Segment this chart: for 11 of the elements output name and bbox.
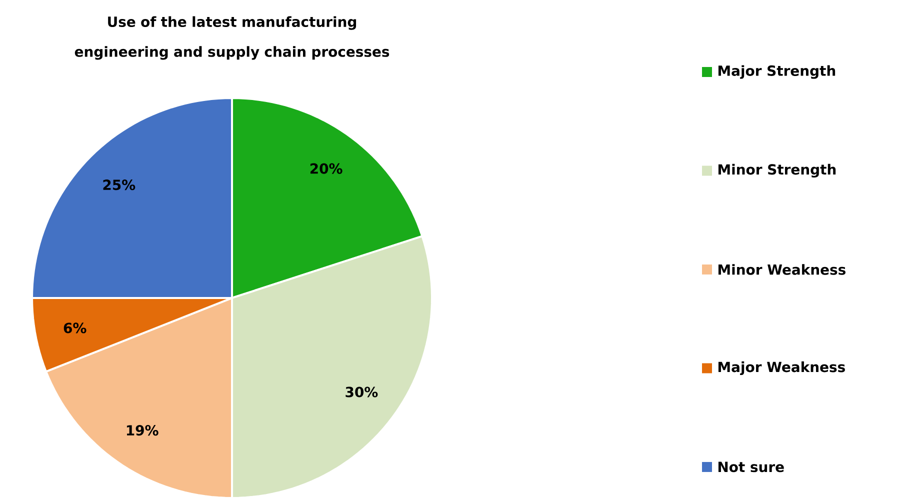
legend-label: Minor Weakness	[718, 264, 846, 275]
data-label: 19%	[126, 425, 158, 436]
chart-title: Use of the latest manufacturing engineering and supply chain processes	[74, 16, 390, 60]
data-label: 20%	[310, 163, 342, 174]
legend-label: Major Strength	[718, 65, 836, 79]
data-label: 6%	[64, 322, 86, 334]
data-label: 30%	[346, 386, 378, 398]
legend-label: Not sure	[718, 462, 784, 472]
data-label: 25%	[103, 180, 136, 190]
legend-label: Minor Strength	[718, 164, 836, 178]
legend-label: Major Weakness	[718, 361, 845, 376]
